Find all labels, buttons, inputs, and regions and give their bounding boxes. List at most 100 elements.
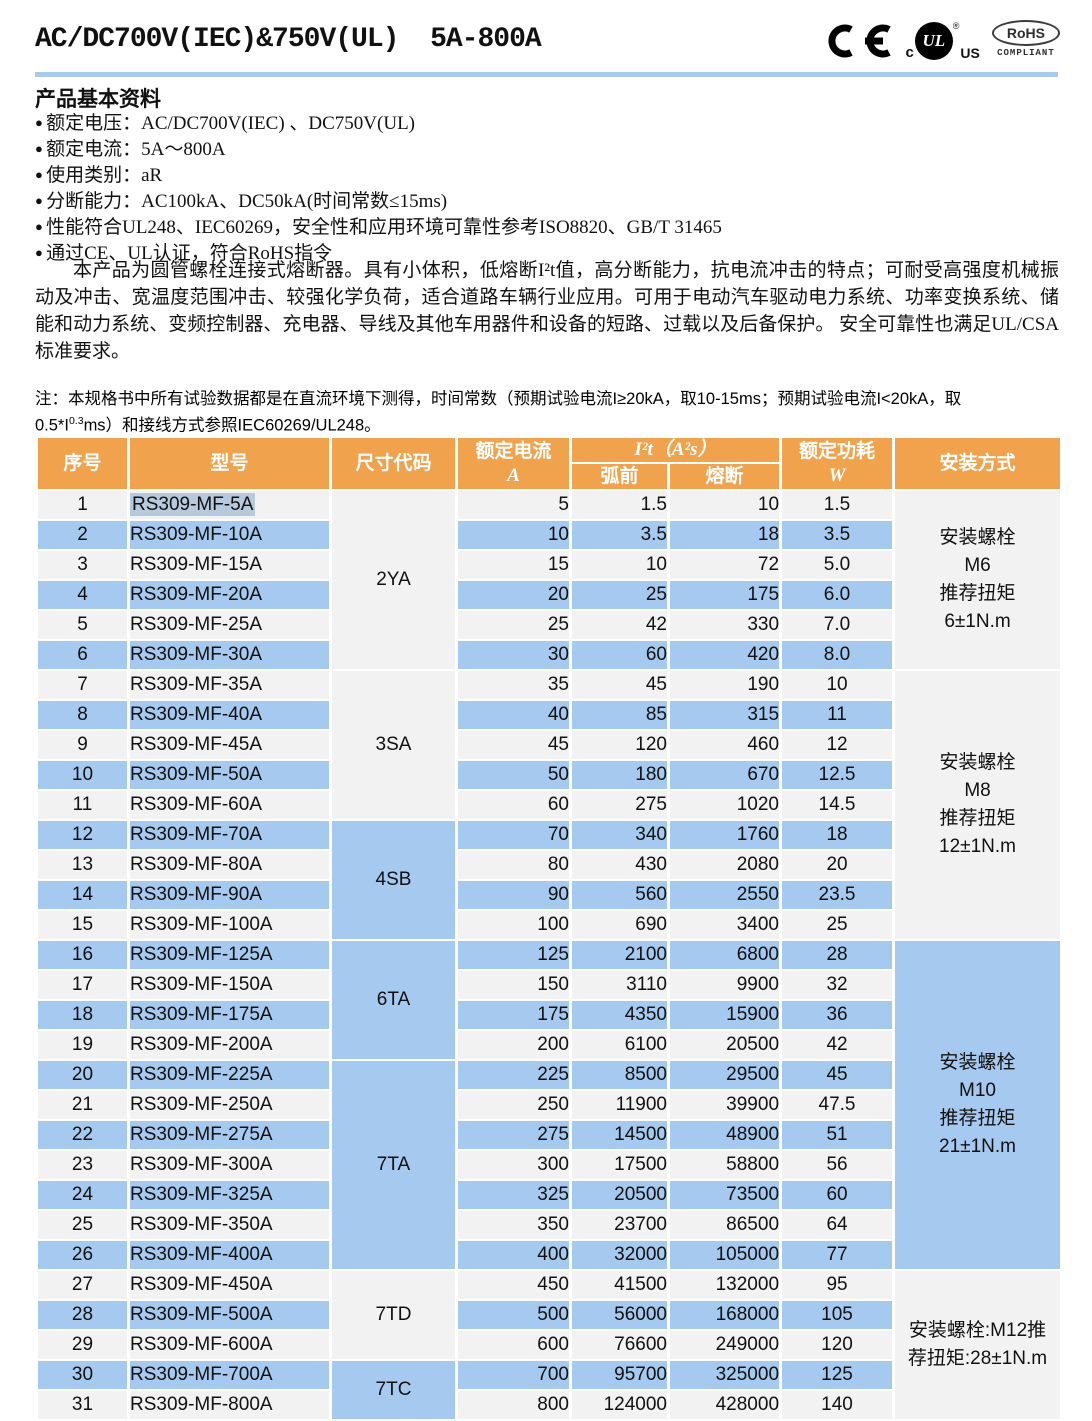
cell-size-code: 7TC [329, 1359, 458, 1421]
certification-logos: c UL ® US RoHS COMPLIANT [819, 18, 1060, 70]
col-header-size-code: 尺寸代码 [329, 436, 458, 491]
cell-melt-i2t: 39900 [666, 1089, 783, 1121]
cell-rated-power: 105 [779, 1299, 896, 1331]
cell-seq: 29 [35, 1329, 130, 1361]
cell-melt-i2t: 18 [666, 519, 783, 551]
cell-pre-arc-i2t: 32000 [569, 1239, 670, 1271]
cell-pre-arc-i2t: 4350 [569, 999, 670, 1031]
cell-model: RS309-MF-400A [127, 1239, 332, 1271]
cell-pre-arc-i2t: 560 [569, 879, 670, 911]
table-row: 6 RS309-MF-30A 30 60 420 8.0 [35, 639, 1062, 671]
cell-rated-current: 100 [455, 909, 572, 941]
cell-melt-i2t: 190 [666, 669, 783, 701]
col-header-mounting: 安装方式 [892, 436, 1064, 491]
cell-model: RS309-MF-500A [127, 1299, 332, 1331]
cell-pre-arc-i2t: 25 [569, 579, 670, 611]
cell-rated-current: 150 [455, 969, 572, 1001]
cell-pre-arc-i2t: 340 [569, 819, 670, 851]
table-row: 25 RS309-MF-350A 350 23700 86500 64 [35, 1209, 1062, 1241]
cell-rated-power: 42 [779, 1029, 896, 1061]
bullet-list: 额定电压：AC/DC700V(IEC) 、DC750V(UL) 额定电流：5A～… [35, 110, 722, 266]
col-header-model: 型号 [127, 436, 332, 491]
bullet-item: 额定电流：5A～800A [35, 136, 722, 162]
cell-model: RS309-MF-175A [127, 999, 332, 1031]
cell-seq: 17 [35, 969, 130, 1001]
cell-pre-arc-i2t: 11900 [569, 1089, 670, 1121]
cell-rated-current: 20 [455, 579, 572, 611]
cell-rated-power: 3.5 [779, 519, 896, 551]
cell-mounting: 安装螺栓 M6 推荐扭矩 6±1N.m [892, 489, 1064, 671]
cell-rated-current: 600 [455, 1329, 572, 1361]
spec-table: 序号 型号 尺寸代码 额定电流 A I²t（A²s） 额定功耗 W 安装方式 弧前 … [35, 436, 1064, 1421]
cell-rated-current: 80 [455, 849, 572, 881]
note-reference: ms）和接线方式参照IEC60269/UL248。 [83, 416, 381, 435]
cell-rated-power: 45 [779, 1059, 896, 1091]
cell-seq: 14 [35, 879, 130, 911]
table-row: 9 RS309-MF-45A 45 120 460 12 [35, 729, 1062, 761]
cell-pre-arc-i2t: 124000 [569, 1389, 670, 1421]
cell-rated-current: 700 [455, 1359, 572, 1391]
table-row: 22 RS309-MF-275A 275 14500 48900 51 [35, 1119, 1062, 1151]
cell-seq: 13 [35, 849, 130, 881]
cell-melt-i2t: 168000 [666, 1299, 783, 1331]
cell-rated-power: 18 [779, 819, 896, 851]
cell-pre-arc-i2t: 17500 [569, 1149, 670, 1181]
cell-rated-current: 40 [455, 699, 572, 731]
cell-rated-current: 30 [455, 639, 572, 671]
cell-seq: 26 [35, 1239, 130, 1271]
cell-model: RS309-MF-250A [127, 1089, 332, 1121]
cell-model: RS309-MF-600A [127, 1329, 332, 1361]
cell-rated-current: 500 [455, 1299, 572, 1331]
cell-rated-current: 50 [455, 759, 572, 791]
bullet-item: 使用类别：aR [35, 162, 722, 188]
cell-model: RS309-MF-35A [127, 669, 332, 701]
note-line-2: 0.5*I0.3ms）和接线方式参照IEC60269/UL248。 [35, 410, 1065, 437]
cell-seq: 23 [35, 1149, 130, 1181]
ul-letters: UL [922, 31, 946, 50]
cell-melt-i2t: 3400 [666, 909, 783, 941]
cell-rated-current: 225 [455, 1059, 572, 1091]
cell-pre-arc-i2t: 20500 [569, 1179, 670, 1211]
cell-rated-current: 325 [455, 1179, 572, 1211]
cell-rated-current: 250 [455, 1089, 572, 1121]
cell-size-code: 7TD [329, 1269, 458, 1361]
note-superscript: 0.3 [68, 415, 84, 427]
cell-seq: 30 [35, 1359, 130, 1391]
ce-mark-icon [828, 24, 892, 58]
ul-mark-icon: c UL ® US [905, 22, 980, 60]
table-row: 10 RS309-MF-50A 50 180 670 12.5 [35, 759, 1062, 791]
cell-melt-i2t: 2550 [666, 879, 783, 911]
cell-pre-arc-i2t: 60 [569, 639, 670, 671]
cell-melt-i2t: 9900 [666, 969, 783, 1001]
spec-table-head: 序号 型号 尺寸代码 额定电流 A I²t（A²s） 额定功耗 W 安装方式 弧前 … [35, 436, 1064, 491]
cell-pre-arc-i2t: 275 [569, 789, 670, 821]
cell-melt-i2t: 460 [666, 729, 783, 761]
cell-model: RS309-MF-100A [127, 909, 332, 941]
cell-rated-current: 400 [455, 1239, 572, 1271]
cell-model: RS309-MF-50A [127, 759, 332, 791]
table-row: 18 RS309-MF-175A 175 4350 15900 36 [35, 999, 1062, 1031]
table-row: 21 RS309-MF-250A 250 11900 39900 47.5 [35, 1089, 1062, 1121]
cell-mounting: 安装螺栓 M10 推荐扭矩 21±1N.m [892, 939, 1064, 1271]
cell-rated-current: 125 [455, 939, 572, 971]
table-row: 20 RS309-MF-225A 7TA 225 8500 29500 45 [35, 1059, 1062, 1271]
table-row: 27 RS309-MF-450A 7TD 450 41500 132000 95 安装螺栓:M… [35, 1269, 1064, 1421]
cell-melt-i2t: 72 [666, 549, 783, 581]
cell-rated-current: 200 [455, 1029, 572, 1061]
cell-seq: 6 [35, 639, 130, 671]
cell-melt-i2t: 6800 [666, 939, 783, 971]
cell-pre-arc-i2t: 120 [569, 729, 670, 761]
cell-model: RS309-MF-275A [127, 1119, 332, 1151]
cell-pre-arc-i2t: 3110 [569, 969, 670, 1001]
cell-pre-arc-i2t: 95700 [569, 1359, 670, 1391]
cell-rated-power: 10 [779, 669, 896, 701]
cell-rated-power: 56 [779, 1149, 896, 1181]
cell-melt-i2t: 2080 [666, 849, 783, 881]
cell-model: RS309-MF-20A [127, 579, 332, 611]
note-line-1: 注：本规格书中所有试验数据都是在直流环境下测得，时间常数（预期试验电流I≥20k… [35, 390, 962, 408]
cell-seq: 2 [35, 519, 130, 551]
col-header-power: 额定功耗 W [779, 436, 896, 491]
cell-melt-i2t: 315 [666, 699, 783, 731]
cell-rated-power: 7.0 [779, 609, 896, 641]
cell-pre-arc-i2t: 56000 [569, 1299, 670, 1331]
